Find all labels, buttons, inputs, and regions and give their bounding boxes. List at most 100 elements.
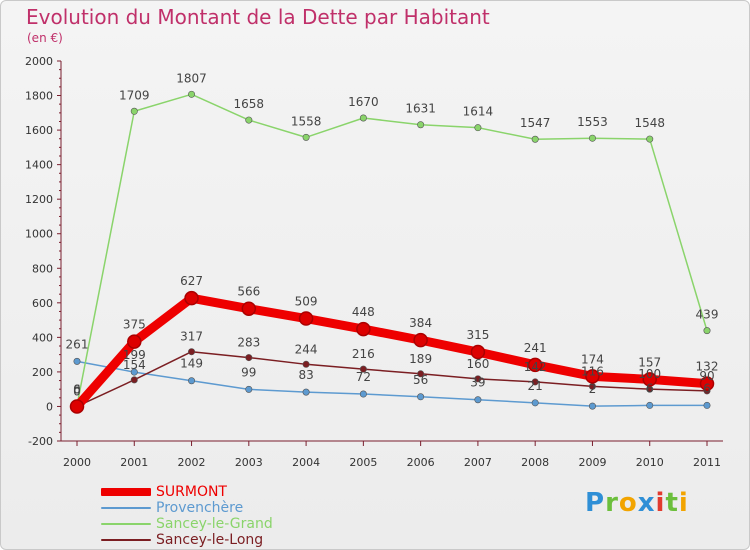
data-point-sancey-le-long [474,375,482,383]
data-point-sancey-le-long [130,376,138,384]
x-tick-label: 2006 [407,456,435,469]
data-label-sancey-le-grand: 1709 [119,88,150,102]
y-tick-label: 1800 [25,90,53,103]
y-tick-label: 600 [32,297,53,310]
data-point-provenchere [588,402,596,410]
legend-swatch-sancey-le-long [101,539,151,541]
x-tick-label: 2010 [636,456,664,469]
data-label-surmont: 375 [123,318,146,332]
data-label-sancey-le-grand: 1558 [291,114,322,128]
proxiti-logo: Proxiti [585,488,689,518]
logo-letter: i [655,488,666,518]
data-point-sancey-le-long [531,378,539,386]
data-point-surmont [241,301,257,316]
data-point-sancey-le-grand [359,114,367,122]
x-tick-label: 2003 [235,456,263,469]
x-tick-label: 2002 [178,456,206,469]
data-label-provenchere: 99 [241,365,256,379]
data-point-surmont [413,332,428,348]
chart-unit-label: (en €) [27,31,63,45]
data-label-provenchere: 39 [470,376,485,390]
data-label-sancey-le-long: 100 [638,367,661,381]
legend-swatch-sancey-le-grand [101,523,151,525]
legend-swatch-surmont [101,488,151,496]
data-point-sancey-le-long [302,360,310,368]
data-point-provenchere [417,393,425,401]
chart-series [69,90,715,414]
data-label-sancey-le-long: 244 [295,342,318,356]
logo-letter: i [678,488,689,518]
chart-title: Evolution du Montant de la Dette par Hab… [26,5,490,29]
data-label-surmont: 157 [638,355,661,369]
data-point-sancey-le-grand [130,107,138,115]
data-point-surmont [184,290,199,306]
data-label-sancey-le-grand: 1631 [405,102,436,116]
data-label-surmont: 132 [696,360,719,374]
data-label-sancey-le-grand: 1658 [234,97,265,111]
y-tick-label: 1200 [25,193,53,206]
data-label-surmont: 566 [237,285,260,299]
series-line-surmont [72,293,712,411]
legend-label-sancey-le-grand: Sancey-le-Grand [156,516,273,532]
x-tick-label: 2005 [349,456,377,469]
x-tick-label: 2001 [120,456,148,469]
data-label-sancey-le-long: 116 [581,364,604,378]
y-tick-label: 200 [32,366,53,379]
legend-label-sancey-le-long: Sancey-le-Long [156,532,264,548]
logo-letter: x [637,488,656,518]
data-point-sancey-le-grand [245,116,253,124]
data-label-surmont: 315 [466,328,489,342]
y-tick-label: 0 [46,400,53,413]
x-tick-label: 2008 [521,456,549,469]
legend-swatch-provenchere [101,507,151,509]
y-tick-label: 1400 [25,159,53,172]
data-label-sancey-le-grand: 1807 [176,71,207,85]
x-tick-label: 2011 [693,456,721,469]
logo-letter: P [585,488,606,518]
y-tick-label: 1600 [25,124,53,137]
data-label-surmont: 384 [409,316,432,330]
data-label-sancey-le-grand: 1670 [348,95,379,109]
data-label-sancey-le-long: 216 [352,347,375,361]
data-label-surmont: 0 [73,382,81,396]
data-point-sancey-le-grand [703,327,711,335]
series-line-provenchere [76,360,708,407]
x-tick-label: 2000 [63,456,91,469]
data-point-sancey-le-long [245,354,253,362]
data-point-provenchere [703,401,711,409]
data-label-provenchere: 56 [413,373,428,387]
x-tick-label: 2009 [578,456,606,469]
data-point-surmont [298,311,314,326]
data-label-sancey-le-long: 0 [73,384,81,398]
data-label-surmont: 448 [352,305,375,319]
data-label-sancey-le-long: 317 [180,330,203,344]
data-point-surmont [642,372,657,387]
data-label-provenchere: 6 [646,381,654,395]
data-label-sancey-le-grand: 1547 [520,116,551,130]
data-label-provenchere: 83 [298,368,313,382]
data-label-surmont: 241 [524,341,547,355]
logo-letter: t [665,488,679,518]
data-point-sancey-le-long [188,348,196,356]
data-label-provenchere: 21 [528,379,543,393]
data-label-surmont: 627 [180,274,203,288]
legend-label-provenchere: Provenchère [156,500,244,516]
data-label-sancey-le-long: 142 [524,360,547,374]
data-point-sancey-le-long [417,370,425,378]
series-line-sancey-le-long [76,350,708,408]
legend-label-surmont: SURMONT [156,484,227,500]
data-label-sancey-le-long: 160 [466,357,489,371]
logo-letter: o [618,488,638,518]
data-point-surmont [699,376,715,391]
x-tick-label: 2007 [464,456,492,469]
data-point-sancey-le-grand [188,90,196,98]
data-point-sancey-le-grand [646,135,654,143]
data-point-provenchere [531,399,539,407]
data-point-provenchere [188,377,196,385]
data-label-provenchere: 72 [356,370,371,384]
data-point-provenchere [359,390,367,398]
data-point-sancey-le-grand [588,134,596,142]
y-tick-label: 2000 [25,55,53,68]
